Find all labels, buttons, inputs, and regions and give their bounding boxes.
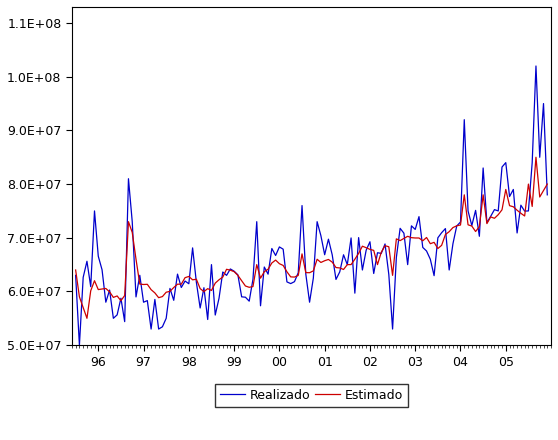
Line: Realizado: Realizado	[76, 66, 547, 345]
Realizado	[299, 203, 305, 208]
Realizado	[76, 342, 83, 348]
Estimado	[355, 251, 362, 256]
Line: Estimado: Estimado	[76, 157, 547, 318]
Estimado	[197, 286, 204, 291]
Estimado	[544, 181, 551, 187]
Realizado	[355, 235, 362, 240]
Estimado	[299, 251, 305, 257]
Realizado	[73, 273, 79, 278]
Legend: Realizado, Estimado: Realizado, Estimado	[215, 384, 408, 407]
Realizado	[533, 63, 540, 69]
Estimado	[84, 315, 90, 321]
Realizado	[544, 192, 551, 198]
Estimado	[533, 154, 540, 160]
Realizado	[389, 326, 396, 332]
Estimado	[389, 273, 396, 278]
Estimado	[73, 268, 79, 273]
Realizado	[197, 305, 204, 311]
Estimado	[106, 289, 113, 294]
Realizado	[367, 239, 373, 244]
Estimado	[367, 247, 373, 252]
Realizado	[106, 287, 113, 293]
